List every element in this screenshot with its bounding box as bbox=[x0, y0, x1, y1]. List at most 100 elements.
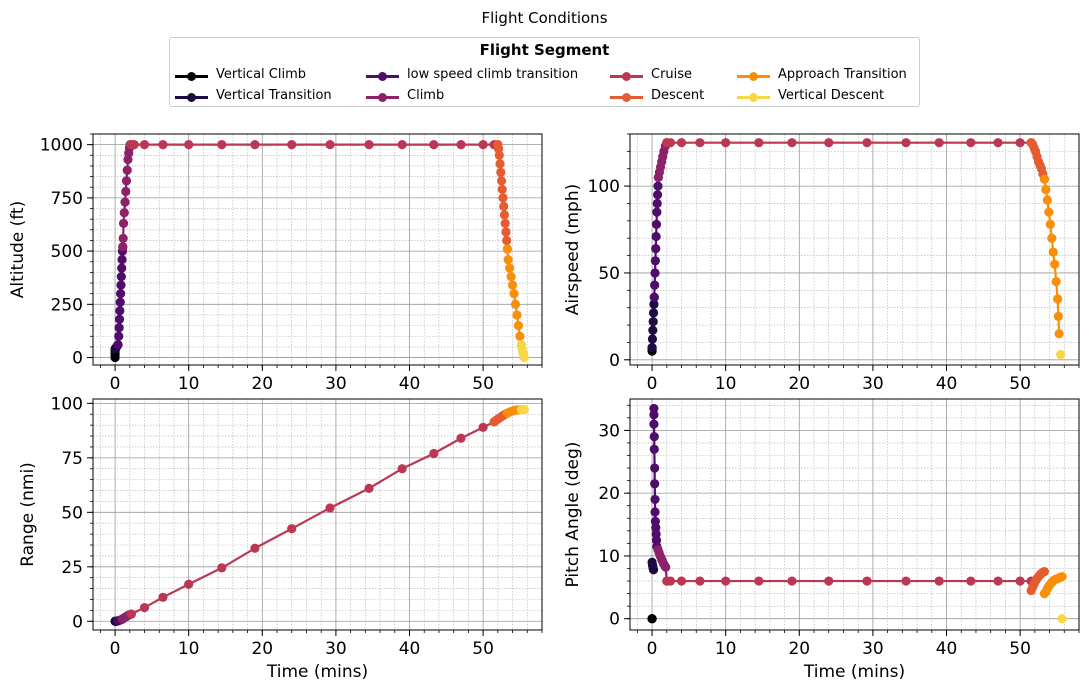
data-point bbox=[649, 444, 659, 454]
x-tick-label: 40 bbox=[936, 374, 958, 394]
legend-swatch bbox=[610, 92, 643, 102]
series-vertical-descent bbox=[1057, 614, 1067, 624]
data-point bbox=[397, 140, 407, 150]
data-point bbox=[129, 140, 139, 150]
data-point bbox=[158, 140, 168, 150]
data-point bbox=[1015, 138, 1025, 148]
data-point bbox=[217, 140, 227, 150]
series-approach-transition bbox=[1039, 174, 1064, 339]
x-tick-label: 20 bbox=[251, 639, 273, 659]
data-point bbox=[139, 140, 150, 150]
data-point bbox=[519, 352, 529, 363]
series-cruise bbox=[662, 576, 1036, 586]
data-point bbox=[116, 280, 126, 290]
data-point bbox=[1053, 294, 1063, 304]
series-cruise bbox=[126, 417, 499, 619]
data-point bbox=[901, 138, 911, 148]
data-point bbox=[661, 562, 671, 572]
series-low-speed-climb-transition bbox=[113, 242, 128, 350]
axes-frame bbox=[629, 398, 1080, 631]
data-point bbox=[499, 210, 510, 220]
data-point bbox=[1047, 233, 1057, 243]
data-point bbox=[118, 233, 128, 243]
data-point bbox=[647, 343, 657, 353]
data-point bbox=[650, 280, 660, 290]
data-point bbox=[787, 576, 797, 586]
x-tick-label: 30 bbox=[862, 639, 884, 659]
data-point bbox=[120, 197, 130, 207]
x-tick-label: 30 bbox=[325, 374, 347, 394]
series-line bbox=[130, 420, 495, 616]
series-vertical-descent bbox=[1056, 349, 1066, 360]
data-point bbox=[116, 289, 126, 299]
legend-swatch bbox=[366, 92, 399, 102]
data-point bbox=[993, 576, 1003, 586]
data-point bbox=[934, 138, 944, 148]
data-point bbox=[721, 576, 731, 586]
data-point bbox=[966, 138, 976, 148]
legend-label: Vertical Transition bbox=[216, 88, 332, 103]
series-descent bbox=[1026, 567, 1049, 596]
data-point bbox=[287, 524, 297, 534]
series-descent bbox=[493, 140, 512, 254]
y-tick-label: 250 bbox=[51, 295, 83, 315]
x-tick-label: 0 bbox=[110, 374, 121, 394]
legend-title: Flight Segment bbox=[479, 41, 610, 59]
data-point bbox=[217, 563, 227, 573]
data-point bbox=[1044, 207, 1054, 217]
y-tick-label: 0 bbox=[609, 610, 620, 630]
data-point bbox=[648, 565, 659, 575]
data-point bbox=[505, 263, 515, 273]
data-point bbox=[650, 479, 660, 489]
legend: Flight Segment Vertical Climb Vertical Tr… bbox=[169, 37, 920, 107]
series-climb bbox=[118, 140, 136, 252]
data-point bbox=[1054, 329, 1064, 339]
y-tick-label: 50 bbox=[61, 503, 83, 523]
data-point bbox=[456, 140, 466, 150]
data-point bbox=[503, 255, 513, 265]
legend-label: Vertical Climb bbox=[216, 67, 307, 82]
y-tick-label: 30 bbox=[598, 421, 620, 441]
x-tick-label: 10 bbox=[715, 639, 737, 659]
data-point bbox=[287, 140, 297, 150]
data-point bbox=[648, 316, 658, 327]
series-cruise bbox=[662, 138, 1036, 148]
x-tick-label: 50 bbox=[1009, 374, 1031, 394]
y-tick-label: 1000 bbox=[40, 136, 83, 156]
data-point bbox=[512, 310, 522, 320]
series-vertical-climb bbox=[647, 614, 657, 624]
data-point bbox=[1048, 247, 1058, 257]
data-point bbox=[496, 167, 506, 177]
data-point bbox=[649, 410, 659, 420]
series-vertical-transition bbox=[647, 292, 659, 353]
x-tick-label: 0 bbox=[647, 374, 658, 394]
data-point bbox=[721, 138, 731, 148]
legend-label: Descent bbox=[651, 88, 705, 103]
data-point bbox=[649, 292, 659, 302]
x-tick-label: 0 bbox=[647, 639, 658, 659]
data-point bbox=[695, 576, 705, 586]
x-tick-label: 40 bbox=[936, 639, 958, 659]
data-point bbox=[652, 198, 662, 209]
data-point bbox=[117, 255, 127, 265]
data-point bbox=[478, 422, 488, 432]
data-point bbox=[862, 576, 872, 586]
data-point bbox=[119, 208, 129, 218]
y-tick-label: 100 bbox=[588, 177, 620, 197]
data-point bbox=[117, 263, 127, 273]
data-point bbox=[651, 219, 662, 229]
data-point bbox=[1056, 349, 1066, 360]
legend-label: Vertical Descent bbox=[778, 88, 885, 103]
x-axis-label: Time (mins) bbox=[803, 662, 905, 682]
legend-swatch bbox=[175, 71, 208, 81]
data-point bbox=[1057, 572, 1067, 582]
data-point bbox=[115, 297, 125, 307]
y-tick-label: 750 bbox=[51, 189, 83, 209]
x-tick-label: 20 bbox=[251, 374, 273, 394]
x-tick-label: 50 bbox=[472, 639, 494, 659]
data-point bbox=[114, 323, 124, 333]
data-point bbox=[649, 299, 659, 309]
series-vertical-descent bbox=[516, 405, 529, 415]
x-tick-label: 40 bbox=[399, 639, 421, 659]
axes-frame bbox=[629, 133, 1080, 366]
